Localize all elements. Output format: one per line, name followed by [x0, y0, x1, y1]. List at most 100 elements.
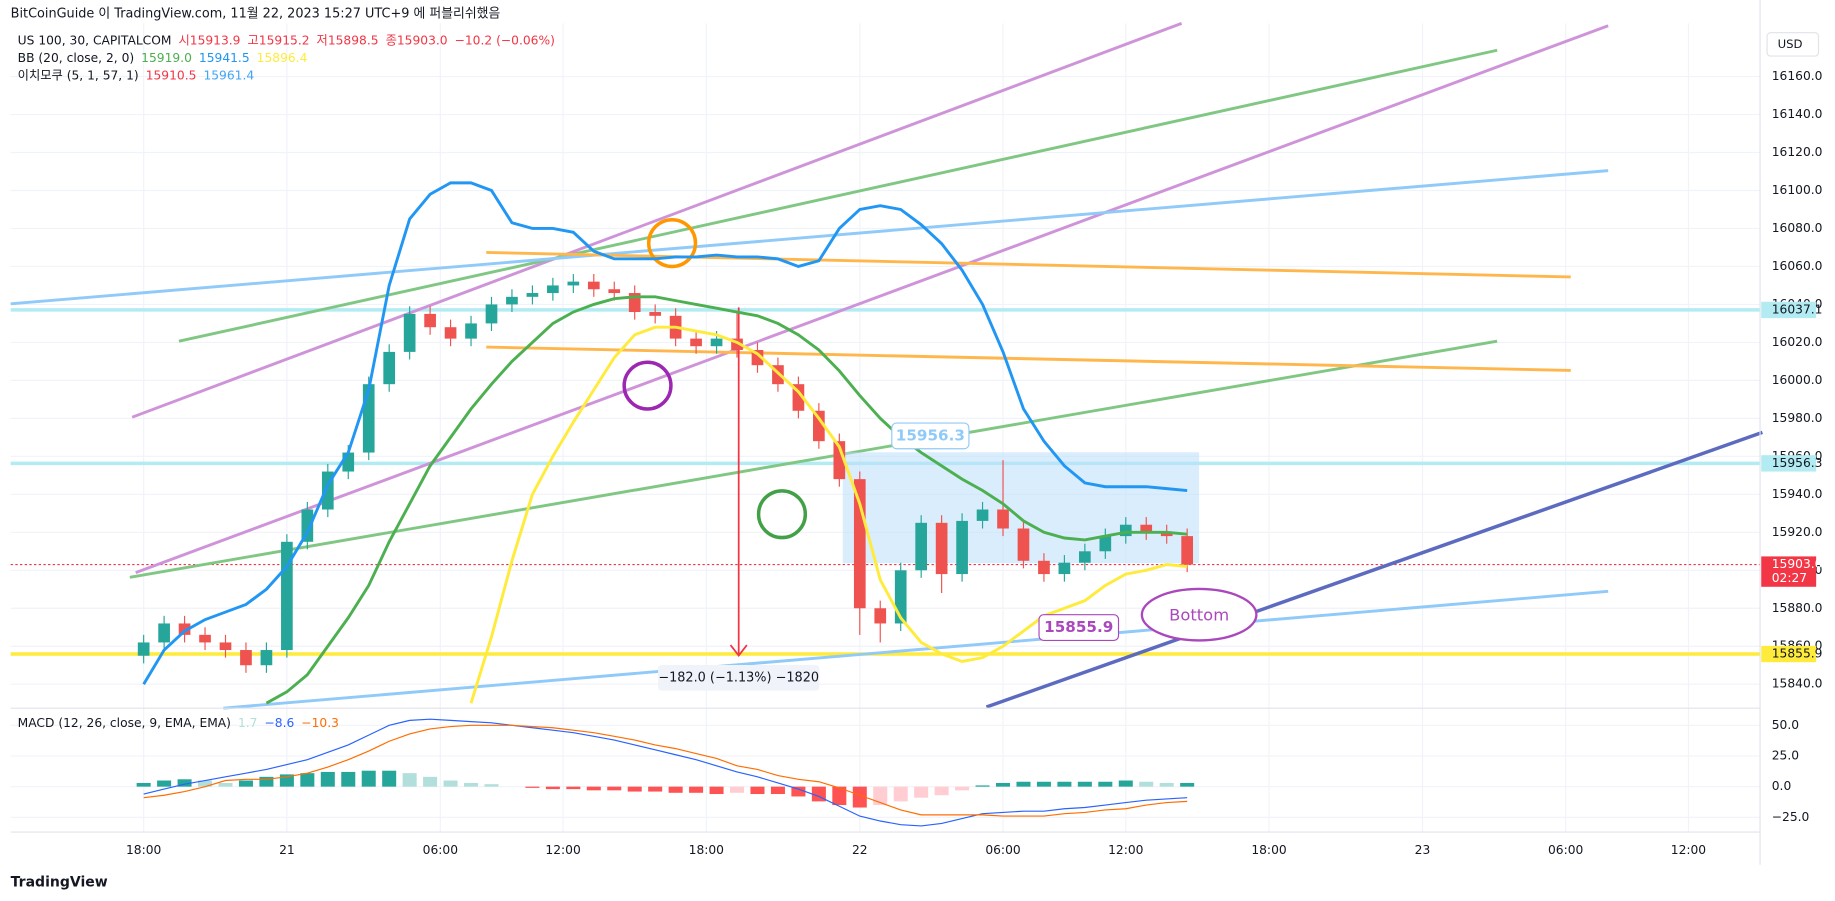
histogram-bar [382, 770, 397, 787]
legend-item: MACD (12, 26, close, 9, EMA, EMA) [18, 716, 231, 730]
legend-item: −10.2 (−0.06%) [455, 33, 555, 47]
price-label-box [1761, 301, 1817, 319]
legend-item: 종15903.0 [386, 33, 448, 47]
candle-body [894, 570, 907, 624]
callout-text: 15855.9 [1044, 618, 1113, 636]
x-tick-label: 06:00 [985, 843, 1020, 857]
histogram-bar [566, 786, 581, 790]
candle-body [321, 471, 334, 510]
candle-body [1017, 528, 1030, 561]
candle-body [1038, 560, 1050, 575]
histogram-bar [218, 782, 233, 787]
bottom-bubble [1140, 587, 1258, 642]
histogram-bar [341, 771, 356, 787]
trend-line [223, 589, 1609, 710]
y-tick-label: 16100.0 [1772, 183, 1823, 197]
histogram-bar [852, 786, 867, 808]
histogram-bar [1098, 781, 1113, 787]
candle-body [1079, 551, 1091, 563]
y-tick-label: 15940.0 [1772, 487, 1823, 501]
legend-item: 1.7 [238, 716, 258, 730]
legend-item: 고15915.2 [248, 33, 310, 47]
histogram-bar [668, 786, 683, 793]
callout-box [891, 422, 970, 450]
histogram-bar [1139, 781, 1154, 787]
legend-item: −10.3 [301, 716, 339, 730]
x-tick-label: 12:00 [545, 843, 580, 857]
price-label-box [1761, 645, 1817, 663]
candle-body [383, 351, 396, 385]
histogram-bar [873, 786, 888, 806]
candle-body [424, 313, 436, 328]
countdown: 02:27 [1772, 571, 1807, 585]
legend-item: 15896.4 [257, 51, 308, 65]
candle-body [178, 623, 191, 635]
histogram-bar [423, 776, 438, 787]
histogram-bar [689, 786, 704, 793]
candle-body [567, 281, 580, 286]
y-tick-label: 15980.0 [1772, 411, 1823, 425]
candle-body [301, 509, 314, 542]
histogram-bar [157, 780, 172, 787]
indicator-line [265, 295, 1188, 705]
candle-body [833, 441, 846, 480]
histogram-bar [177, 779, 192, 787]
histogram-bar [893, 786, 908, 802]
measure-arrow [729, 644, 748, 658]
indicator-line [143, 724, 1188, 817]
y-tick-label: 15920.0 [1772, 525, 1823, 539]
indicator-line [469, 325, 1188, 704]
y-tick-label: 16020.0 [1772, 335, 1823, 349]
candle-body [526, 293, 539, 297]
candle-body [1140, 524, 1153, 533]
histogram-bar [914, 786, 929, 798]
candle-body [649, 312, 662, 316]
candle-body [506, 296, 518, 305]
legend: US 100, 30, CAPITALCOM 시15913.9 고15915.2 저1… [18, 33, 555, 729]
histogram-bar [730, 786, 745, 793]
emoji [646, 217, 698, 269]
x-tick-label: 12:00 [1108, 843, 1143, 857]
x-tick-label: 18:00 [126, 843, 161, 857]
price-label-box [1761, 556, 1817, 587]
price-label: 16037.1 [1772, 302, 1823, 316]
callout-text: 15956.3 [896, 426, 965, 444]
histogram-bar [320, 771, 335, 787]
histogram-bar [238, 780, 253, 787]
legend-item: US 100, 30, CAPITALCOM [18, 33, 172, 47]
emoji [756, 489, 808, 540]
histogram-bar [1118, 780, 1133, 787]
emoji [622, 360, 673, 411]
legend-item: 15919.0 [141, 51, 192, 65]
y-tick-label: 25.0 [1772, 748, 1799, 762]
x-tick-label: 06:00 [423, 843, 458, 857]
price-label: 15855.9 [1772, 647, 1823, 661]
y-tick-label: 50.0 [1772, 718, 1799, 732]
bottom-text: Bottom [1169, 605, 1229, 624]
candle-body [444, 327, 457, 339]
histogram-bar [648, 786, 663, 792]
legend-item: 저15898.5 [317, 33, 379, 47]
histogram-bar [975, 785, 990, 787]
histogram-bar [361, 770, 376, 787]
trend-line [129, 339, 1498, 579]
histogram-bar [750, 786, 765, 795]
candle-body [690, 338, 702, 347]
legend-item: 15910.5 [146, 68, 197, 82]
grid [10, 23, 1761, 833]
y-tick-label: −25.0 [1772, 810, 1810, 824]
currency-button[interactable] [1766, 32, 1820, 57]
candle-body [547, 285, 559, 294]
candle-body [1099, 536, 1112, 552]
histogram-bar [259, 776, 274, 787]
histogram-bar [934, 786, 949, 796]
histogram-bar [627, 786, 642, 792]
candle-body [935, 522, 948, 575]
candle-body [199, 634, 211, 643]
histogram-bar [832, 786, 847, 806]
candle-body [628, 293, 641, 313]
measure-text: −182.0 (−1.13%) −1820 [658, 670, 819, 685]
trend-line [178, 48, 1498, 343]
publish-title: BitCoinGuide 이 TradingView.com, 11월 22, … [11, 6, 501, 22]
